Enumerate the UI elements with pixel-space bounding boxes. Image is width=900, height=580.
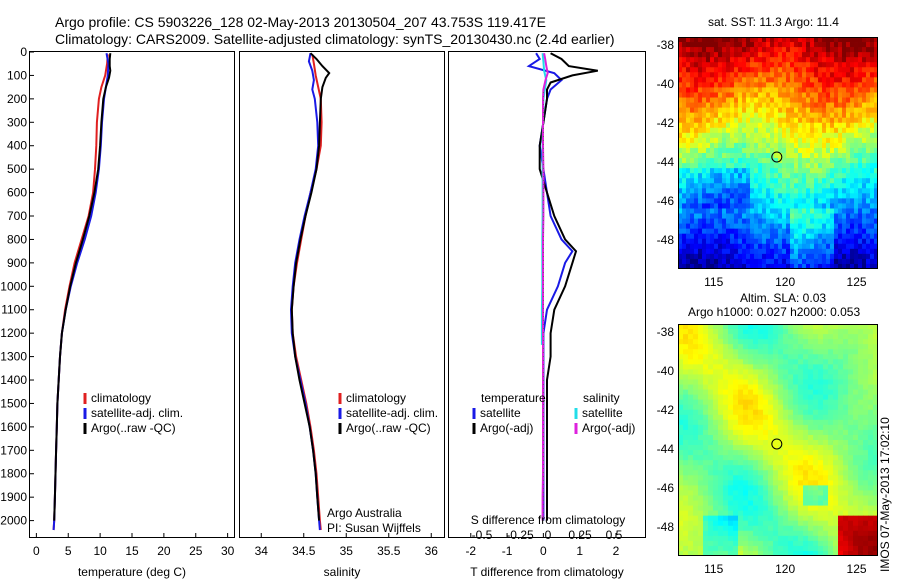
y-tick-label: 300 — [7, 115, 27, 129]
salinity-plot — [289, 52, 331, 531]
y-tick-label: 1700 — [0, 443, 27, 457]
map-y-tick-label: -48 — [657, 233, 675, 247]
x-tick-label: 36 — [425, 544, 439, 558]
temperature-plot — [52, 53, 112, 531]
map-cells — [678, 37, 878, 269]
series-line-0 — [52, 54, 109, 531]
y-tick-label: 1900 — [0, 490, 27, 504]
x-axis-label: temperature (deg C) — [78, 565, 186, 579]
map-x-tick-label: 125 — [847, 562, 867, 576]
x-tick-label: 0 — [540, 544, 547, 558]
x-axis-label: salinity — [324, 565, 361, 579]
x-tick-label: 34.5 — [292, 544, 316, 558]
y-tick-label: 2000 — [0, 514, 27, 528]
series-line-1 — [538, 52, 598, 521]
y-tick-label: 1600 — [0, 420, 27, 434]
y-tick-label: 1200 — [0, 326, 27, 340]
difference-panel — [448, 51, 646, 538]
map-y-tick-label: -48 — [657, 520, 675, 534]
argo-location-marker — [771, 151, 783, 163]
x-tick-label: 35.5 — [377, 544, 401, 558]
y-tick-label: 1300 — [0, 350, 27, 364]
x-tick-label: -1 — [502, 544, 513, 558]
series-line-1 — [52, 53, 110, 531]
map-x-tick-label: 115 — [704, 275, 723, 289]
map-y-tick-label: -38 — [657, 38, 675, 52]
x-tick-label: 0 — [33, 544, 40, 558]
x-axis-label: T difference from climatology — [470, 565, 624, 579]
argo-location-marker — [771, 438, 783, 450]
x-tick-label: 20 — [157, 544, 171, 558]
difference-plot — [526, 52, 598, 522]
imos-timestamp: IMOS 07-May-2013 17:02:10 — [878, 417, 892, 572]
map-y-tick-label: -40 — [657, 77, 675, 91]
y-tick-label: 1400 — [0, 373, 27, 387]
chart-title-line1: Argo profile: CS 5903226_128 02-May-2013… — [55, 14, 546, 30]
y-tick-label: 200 — [7, 92, 27, 106]
map-y-tick-label: -38 — [657, 325, 675, 339]
map-frame — [678, 324, 878, 556]
y-tick-label: 0 — [20, 45, 27, 59]
y-tick-label: 100 — [7, 68, 27, 82]
y-tick-label: 500 — [7, 162, 27, 176]
temperature-panel — [29, 51, 235, 538]
x-tick-label: 15 — [125, 544, 139, 558]
map-y-tick-label: -40 — [657, 364, 675, 378]
y-tick-label: 1800 — [0, 467, 27, 481]
sla-map-title-line2: Argo h1000: 0.027 h2000: 0.053 — [688, 305, 861, 319]
map-cells — [678, 324, 878, 556]
map-frame — [678, 37, 878, 269]
chart-title-line2: Climatology: CARS2009. Satellite-adjuste… — [55, 31, 615, 47]
x-tick-label: 30 — [221, 544, 235, 558]
x-tick-label: -2 — [465, 544, 476, 558]
x-tick-label: 10 — [93, 544, 107, 558]
sla-map — [678, 324, 878, 556]
map-y-tick-label: -42 — [657, 116, 675, 130]
x-tick-label: 35 — [340, 544, 354, 558]
map-x-tick-label: 120 — [775, 275, 795, 289]
y-tick-label: 700 — [7, 209, 27, 223]
sla-map-title-line1: Altim. SLA: 0.03 — [740, 291, 827, 305]
map-y-tick-label: -46 — [657, 481, 675, 495]
x-tick-label: 25 — [189, 544, 203, 558]
map-y-tick-label: -42 — [657, 403, 675, 417]
map-y-tick-label: -46 — [657, 194, 675, 208]
salinity-panel — [239, 51, 445, 538]
x-tick-label: 2 — [613, 544, 620, 558]
y-tick-label: 800 — [7, 232, 27, 246]
sst-map — [678, 37, 878, 269]
y-tick-label: 600 — [7, 186, 27, 200]
map-y-tick-label: -44 — [657, 155, 675, 169]
x-tick-label: 5 — [65, 544, 72, 558]
series-line-2 — [290, 52, 331, 521]
map-y-tick-label: -44 — [657, 442, 675, 456]
series-line-3 — [541, 53, 549, 521]
series-line-2 — [53, 53, 112, 521]
y-tick-label: 1000 — [0, 279, 27, 293]
x-tick-label: 34 — [255, 544, 269, 558]
map-x-tick-label: 120 — [775, 562, 795, 576]
map-x-tick-label: 125 — [847, 275, 867, 289]
sst-map-title: sat. SST: 11.3 Argo: 11.4 — [708, 15, 839, 29]
y-tick-label: 1100 — [1, 303, 27, 317]
y-tick-label: 400 — [7, 139, 27, 153]
x-tick-label: 1 — [576, 544, 583, 558]
y-tick-label: 900 — [7, 256, 27, 270]
y-tick-label: 1500 — [0, 396, 27, 410]
map-x-tick-label: 115 — [704, 562, 723, 576]
